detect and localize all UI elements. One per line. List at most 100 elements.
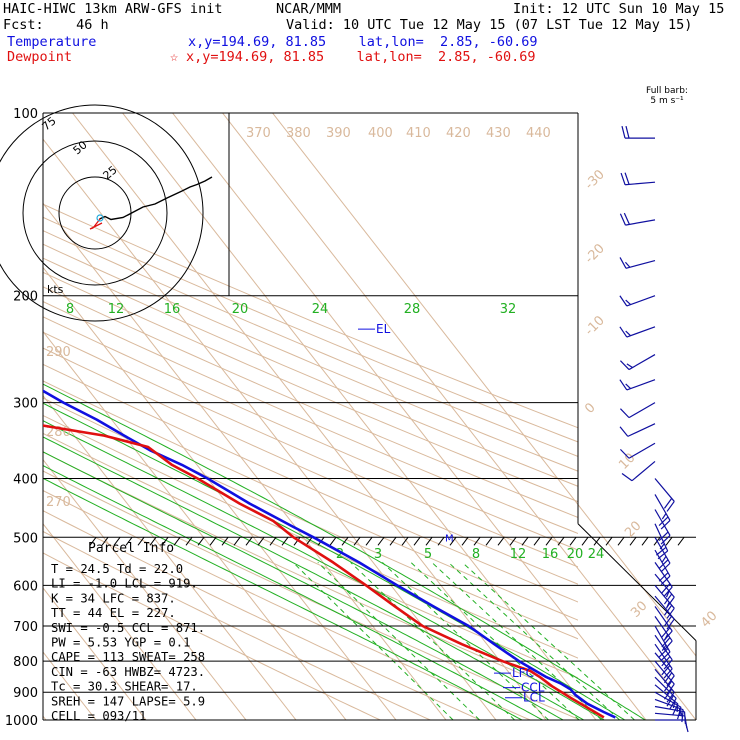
- dry-adiabat: [43, 230, 578, 457]
- wind-barb: [654, 584, 675, 619]
- wind-barb-flag: [661, 656, 671, 667]
- mixing-ratio-label: 3: [374, 547, 382, 562]
- hodograph-red-trace: [89, 218, 103, 230]
- theta-label: 380: [286, 126, 311, 141]
- wind-barb-staff: [654, 643, 673, 670]
- wind-barb-flag: [663, 640, 673, 651]
- dry-adiabat: [43, 363, 578, 603]
- moist-adiabat: [43, 451, 565, 720]
- wind-barb-staff: [627, 423, 656, 437]
- mixing-ratio-line: [410, 562, 580, 721]
- wind-barb-staff: [625, 259, 656, 269]
- wind-barb-flag: [663, 668, 673, 679]
- wind-barb-flag: [624, 261, 631, 268]
- level-tick: [473, 536, 481, 546]
- wind-barb-staff: [654, 652, 675, 677]
- storm-motion-marker: [96, 214, 104, 222]
- wind-barb-flag: [620, 172, 626, 185]
- pressure-label: 300: [13, 397, 38, 412]
- wind-barb-staff: [654, 536, 671, 564]
- parcel-info-row: K = 34 LFC = 837.: [51, 591, 176, 605]
- theta-e-label: 8: [66, 302, 74, 317]
- mixing-ratio-label: 24: [588, 547, 605, 562]
- level-tick: [353, 536, 361, 546]
- wind-barb: [654, 494, 671, 530]
- level-tick: [161, 536, 169, 546]
- isotherm-label: 30: [628, 599, 650, 621]
- wind-barb-staff: [654, 684, 679, 705]
- hodograph-ring: [0, 104, 204, 322]
- level-tick: [137, 536, 145, 546]
- wind-barb-flag: [619, 408, 630, 419]
- wind-barb-flag: [661, 637, 671, 648]
- dewpoint-marker: ☆: [170, 49, 179, 65]
- level-tick: [485, 536, 493, 546]
- dry-adiabat: [43, 397, 578, 640]
- isotherm-line: [272, 113, 696, 657]
- wind-barb-flag: [619, 295, 628, 307]
- wind-barb-flag: [619, 426, 629, 437]
- wind-barb: [655, 719, 689, 733]
- dry-adiabat: [43, 347, 578, 585]
- level-tick: [233, 536, 241, 546]
- isotherm-label: 0: [582, 400, 598, 416]
- theta-side-label: 270: [46, 495, 71, 510]
- wind-barb-flag: [621, 472, 633, 482]
- pressure-label: 500: [13, 531, 38, 546]
- wind-barb-flag: [661, 583, 671, 594]
- isotherm-line: [43, 202, 447, 720]
- temperature-position: x,y=194.69, 81.85 lat,lon= 2.85, -60.69: [188, 34, 538, 50]
- theta-side-label: 290: [46, 345, 71, 360]
- wind-barb-staff: [654, 712, 685, 717]
- mixing-ratio-line: [317, 562, 480, 721]
- wind-barb-flag: [669, 698, 677, 710]
- mixing-ratio-label: 8: [472, 547, 480, 562]
- isotherm-line: [43, 587, 147, 720]
- theta-label: 440: [526, 126, 551, 141]
- wind-barb-flag: [656, 546, 667, 556]
- wind-barb-staff: [654, 562, 673, 588]
- mixing-ratio-line: [448, 562, 620, 721]
- level-tick: [377, 536, 385, 546]
- parcel-info-row: T = 24.5 Td = 22.0: [51, 562, 183, 576]
- isotherm-label: 40: [698, 609, 720, 631]
- mixing-ratio-line: [461, 562, 635, 721]
- wind-barb: [619, 354, 656, 371]
- wind-barb-staff: [654, 549, 671, 577]
- level-tick: [245, 536, 253, 546]
- dry-adiabat: [43, 510, 482, 720]
- wind-barb-flag: [658, 531, 669, 542]
- parcel-info-row: PW = 5.53 YGP = 0.1: [51, 636, 190, 650]
- moist-adiabat: [43, 383, 647, 720]
- wind-barb: [619, 379, 656, 391]
- level-label-ccl: CCL: [521, 681, 545, 695]
- wind-barb-flag: [625, 330, 631, 337]
- level-tick: [509, 536, 517, 546]
- level-label-lcl: LCL: [523, 691, 545, 705]
- parcel-info-row: CELL = 093/11: [51, 709, 146, 723]
- isotherm-line: [43, 138, 497, 720]
- wind-barb-staff: [626, 326, 656, 338]
- wind-barb-staff: [654, 634, 673, 661]
- level-tick: [641, 536, 649, 546]
- dry-adiabat: [43, 552, 382, 720]
- wind-barb-staff: [654, 595, 675, 620]
- level-tick: [281, 536, 289, 546]
- level-label-m: M: [445, 533, 454, 544]
- wind-barb: [654, 509, 671, 545]
- parcel-info-row: SWI = -0.5 CCL = 871.: [51, 621, 205, 635]
- dry-adiabat: [43, 432, 578, 679]
- moist-adiabat: [43, 420, 606, 720]
- dry-adiabat: [43, 380, 578, 621]
- wind-barb: [654, 523, 669, 560]
- wind-barb: [620, 172, 656, 186]
- wind-barb-flag: [661, 665, 671, 676]
- pressure-label: 600: [13, 579, 38, 594]
- pressure-label: 700: [13, 620, 38, 635]
- wind-barb: [654, 634, 673, 670]
- wind-barb-flag: [623, 212, 630, 225]
- level-tick: [269, 536, 277, 546]
- moist-adiabat: [43, 477, 523, 720]
- mixing-ratio-label: 20: [567, 547, 584, 562]
- isotherm-line: [43, 394, 297, 720]
